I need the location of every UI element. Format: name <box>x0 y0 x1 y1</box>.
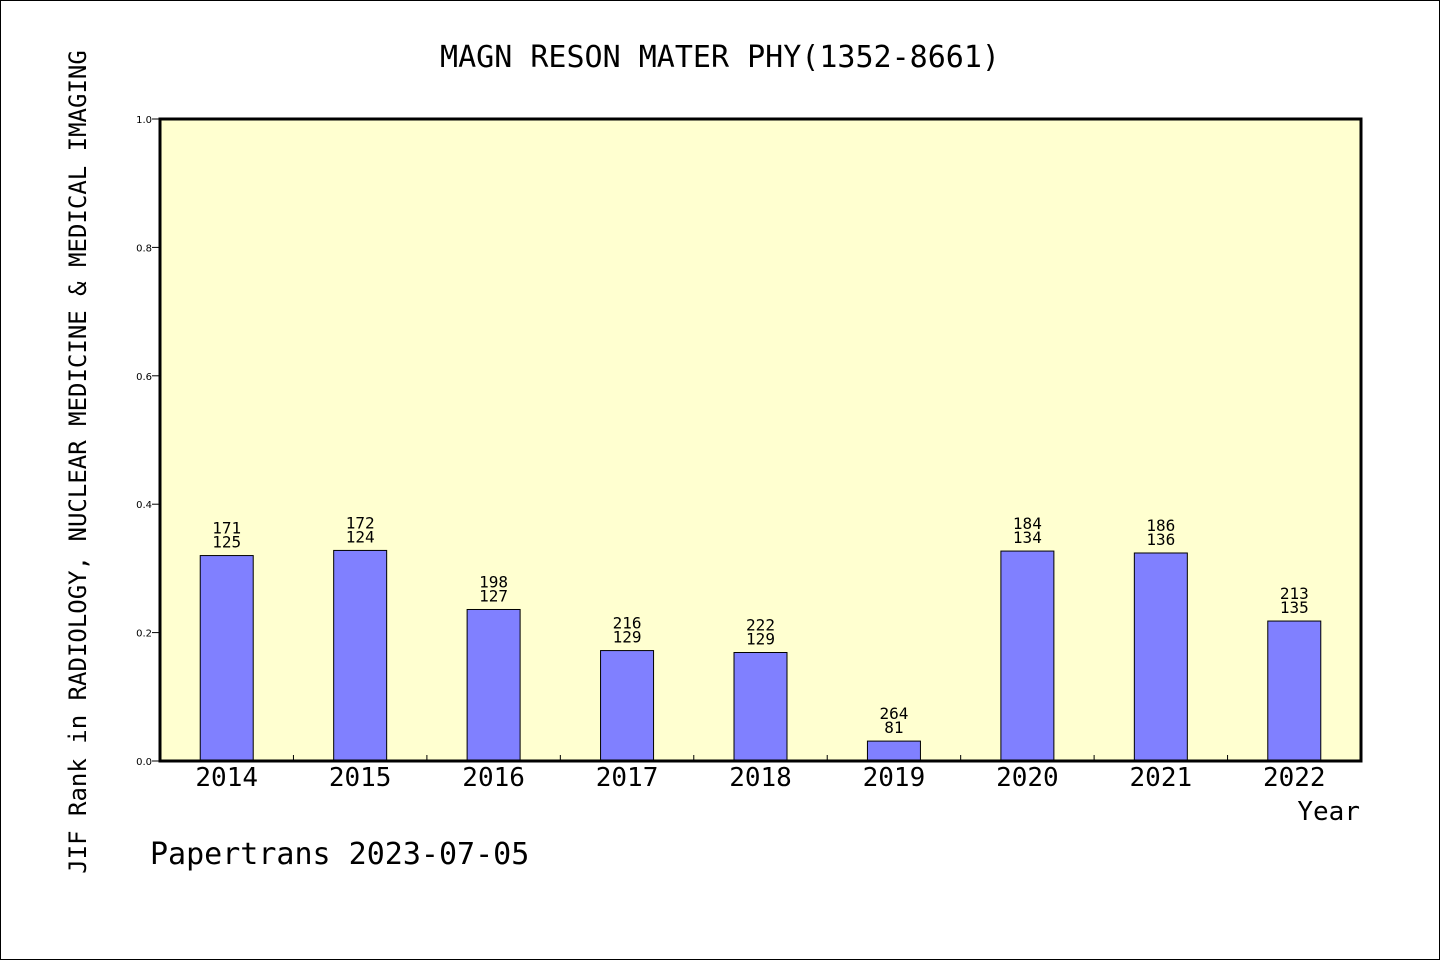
bar <box>733 652 788 762</box>
footer-credit: Papertrans 2023-07-05 <box>150 837 529 872</box>
bar-total-label: 198 <box>479 572 508 591</box>
bar <box>1133 552 1188 762</box>
x-tick-label: 2015 <box>329 763 392 793</box>
bar-rank-label: 135 <box>1280 598 1309 617</box>
x-axis-label: Year <box>1297 797 1360 827</box>
bar-total-label: 216 <box>613 614 642 633</box>
y-tick-label: 1.0 <box>136 115 152 126</box>
bar-total-label: 213 <box>1280 584 1309 603</box>
plot-border <box>158 117 1363 763</box>
x-tick-label: 2019 <box>863 763 926 793</box>
bar-rank-label: 136 <box>1146 530 1175 549</box>
bar <box>1000 550 1055 762</box>
x-tick-label: 2018 <box>729 763 792 793</box>
bar <box>199 555 254 762</box>
bar-rank-label: 129 <box>613 628 642 647</box>
bar <box>1267 620 1322 762</box>
bar-rank-label: 124 <box>346 527 375 546</box>
y-tick-label: 0.4 <box>136 500 152 511</box>
x-tick-label: 2022 <box>1263 763 1326 793</box>
bar-rank-label: 127 <box>479 586 508 605</box>
bar <box>866 740 921 762</box>
bar <box>333 549 388 762</box>
x-tick-label: 2016 <box>462 763 525 793</box>
bar-rank-label: 134 <box>1013 528 1042 547</box>
bar-total-label: 171 <box>212 519 241 538</box>
y-ticks-group: 0.0 0.2 0.4 0.6 0.8 1.0 <box>136 115 160 768</box>
x-tick-label: 2014 <box>195 763 258 793</box>
y-tick-label: 0.6 <box>136 372 152 383</box>
bar-rank-label: 81 <box>884 718 903 737</box>
bars-group <box>199 549 1322 762</box>
y-tick-label: 0.8 <box>136 243 152 254</box>
y-axis-label: JIF Rank in RADIOLOGY, NUCLEAR MEDICINE … <box>64 50 92 874</box>
x-tick-label: 2020 <box>996 763 1059 793</box>
y-tick-label: 0.0 <box>136 757 152 768</box>
x-tick-label: 2017 <box>596 763 659 793</box>
bar-total-label: 222 <box>746 616 775 635</box>
bar-total-label: 186 <box>1146 516 1175 535</box>
x-ticks-group: 2014 2015 2016 2017 2018 2019 2020 2021 2022 <box>195 755 1326 793</box>
bar-labels-group: 1711251721241981272161292221292648118413… <box>212 513 1308 737</box>
y-tick-label: 0.2 <box>136 629 152 640</box>
bar <box>466 608 521 762</box>
bar-total-label: 172 <box>346 513 375 532</box>
chart-title: MAGN RESON MATER PHY(1352-8661) <box>440 40 1000 75</box>
bar-total-label: 264 <box>879 704 908 723</box>
bar-rank-label: 129 <box>746 630 775 649</box>
bar-total-label: 184 <box>1013 514 1042 533</box>
x-tick-label: 2021 <box>1130 763 1193 793</box>
bar <box>600 650 655 762</box>
bar-rank-label: 125 <box>212 533 241 552</box>
